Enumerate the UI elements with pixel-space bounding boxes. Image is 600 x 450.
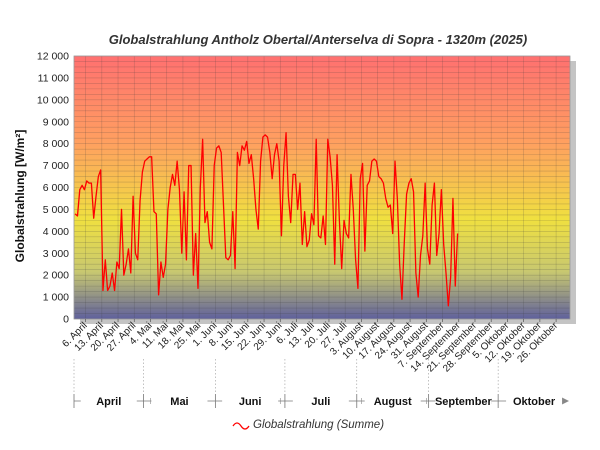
month-label-bg — [80, 394, 137, 408]
month-label: April — [96, 396, 121, 408]
month-label-bg — [151, 394, 208, 408]
month-label: August — [374, 396, 412, 408]
y-tick-label: 12 000 — [37, 51, 69, 63]
y-tick-label: 10 000 — [37, 94, 69, 106]
month-label: Juli — [311, 396, 330, 408]
y-tick-label: 0 — [63, 314, 69, 326]
y-axis-label: Globalstrahlung [W/m²] — [13, 130, 27, 263]
month-axis: April Mai Juni Juli August September Oktober — [73, 359, 569, 408]
legend: Globalstrahlung (Summe) — [232, 419, 384, 431]
month-label: September — [435, 396, 493, 408]
month-label: Mai — [170, 396, 188, 408]
y-tick-label: 2 000 — [43, 270, 69, 282]
y-tick-label: 5 000 — [43, 204, 69, 216]
month-label-bg — [292, 394, 349, 408]
y-tick-label: 1 000 — [43, 292, 69, 304]
y-axis: 0 1 000 2 000 3 000 4 000 5 000 6 000 7 000 8 00… — [37, 51, 69, 326]
series-line — [74, 132, 459, 307]
month-label-bg — [435, 394, 492, 408]
y-tick-label: 3 000 — [43, 248, 69, 260]
month-axis-arrow — [562, 397, 569, 405]
month-label: Oktober — [513, 396, 556, 408]
legend-label: Globalstrahlung (Summe) — [253, 419, 384, 431]
plot-border — [73, 55, 571, 320]
legend-line-icon — [232, 422, 250, 430]
y-tick-label: 6 000 — [43, 182, 69, 194]
month-label-bg — [364, 394, 421, 408]
y-tick-label: 7 000 — [43, 160, 69, 172]
y-tick-label: 4 000 — [43, 226, 69, 238]
y-tick-label: 8 000 — [43, 138, 69, 150]
y-tick-label: 9 000 — [43, 116, 69, 128]
y-tick-label: 11 000 — [38, 72, 69, 84]
month-label-bg — [222, 394, 279, 408]
chart-title: Globalstrahlung Antholz Obertal/Antersel… — [109, 32, 528, 47]
month-label: Juni — [239, 396, 262, 408]
series-layer — [74, 132, 459, 307]
month-label-bg — [506, 394, 563, 408]
plot-area — [74, 56, 570, 319]
